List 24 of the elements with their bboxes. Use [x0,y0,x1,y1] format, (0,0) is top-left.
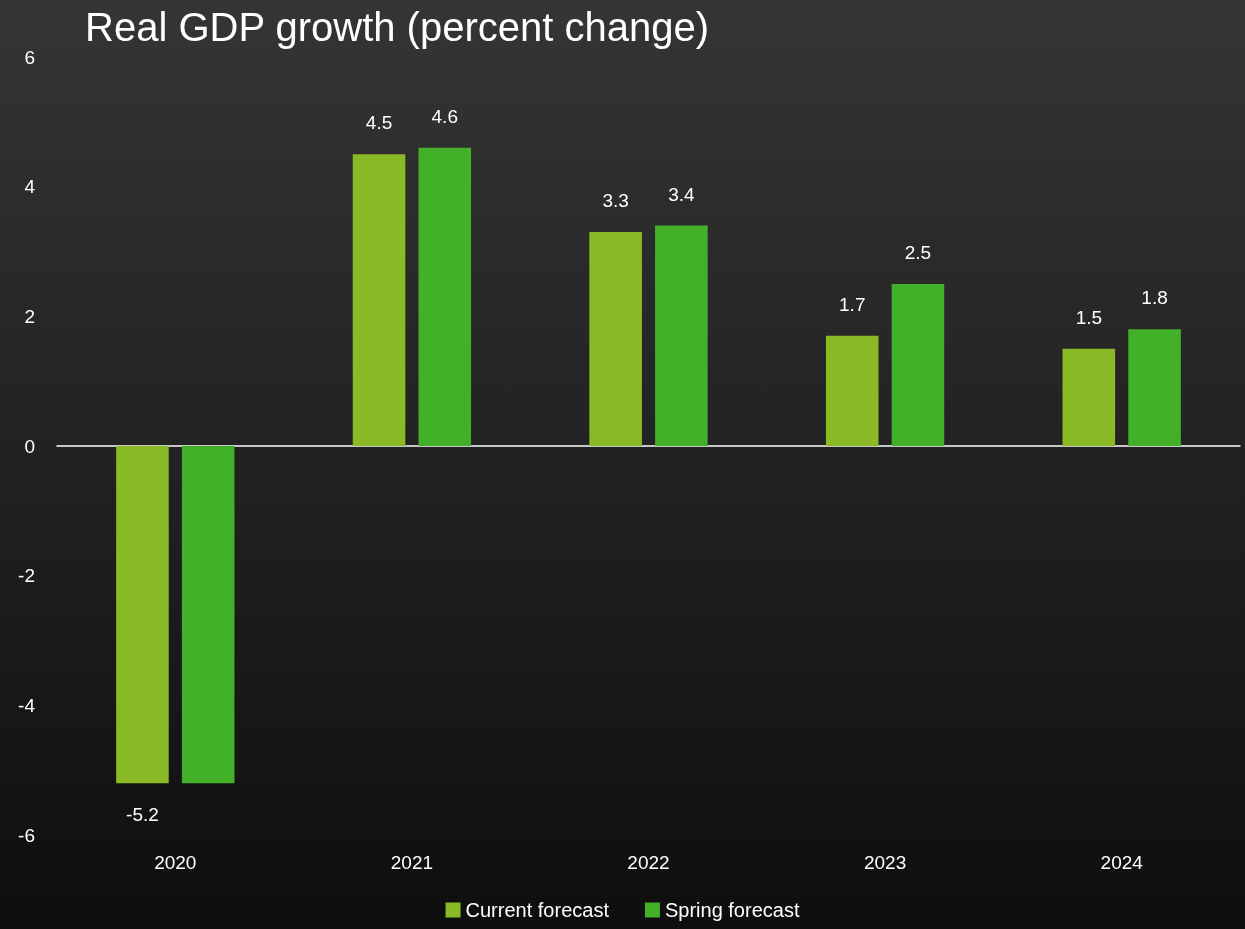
chart-title: Real GDP growth (percent change) [85,5,710,49]
y-tick-label: 2 [24,305,35,327]
data-label: 1.8 [1141,287,1168,309]
y-tick-label: -4 [18,694,36,716]
data-label: 4.5 [365,112,393,134]
legend-label: Current forecast [465,899,610,921]
y-tick-label: -6 [18,824,35,846]
legend-label: Spring forecast [664,899,800,921]
data-label: -5.2 [126,804,159,826]
x-tick-label: 2022 [627,852,670,873]
data-label: 3.4 [668,183,695,205]
data-label: 4.6 [431,105,458,127]
x-tick-label: 2020 [154,852,197,873]
data-label: 1.5 [1075,306,1103,328]
x-tick-label: 2024 [1100,852,1144,873]
x-tick-label: 2023 [863,852,907,873]
y-tick-label: 4 [24,176,36,198]
data-label: 2.5 [904,241,932,263]
y-tick-label: -2 [18,565,35,587]
x-tick-label: 2021 [390,852,434,873]
data-label: 1.7 [839,293,866,315]
data-label: 3.3 [602,190,629,212]
y-tick-label: 6 [24,46,35,68]
y-tick-label: 0 [24,435,35,457]
